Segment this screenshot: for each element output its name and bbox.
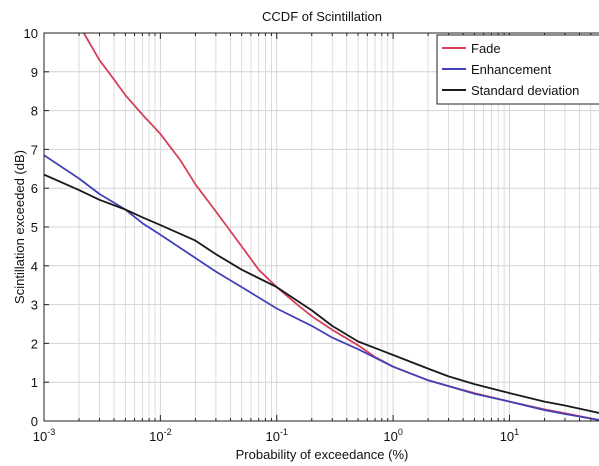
y-tick-label: 2 [31,336,38,351]
x-tick-label: 10-2 [149,427,171,444]
legend: Fade Enhancement Standard deviation [436,34,599,105]
x-tick-label: 100 [383,427,402,444]
y-axis-label: Scintillation exceeded (dB) [12,150,27,304]
legend-label: Standard deviation [471,83,579,98]
x-axis-label: Probability of exceedance (%) [236,447,409,462]
y-tick-label: 3 [31,298,38,313]
chart-title: CCDF of Scintillation [262,9,382,24]
legend-label: Fade [471,41,501,56]
series-line-2 [44,154,599,421]
legend-label: Enhancement [471,62,552,77]
y-tick-label: 4 [31,259,38,274]
y-tick-label: 6 [31,181,38,196]
x-tick-label: 101 [500,427,519,444]
y-tick-label: 5 [31,220,38,235]
series-line-3 [44,173,599,414]
x-tick-label: 10-1 [265,427,287,444]
x-tick-label: 10-3 [33,427,55,444]
x-tick-labels: 10-3 10-2 10-1 100 101 [33,427,519,444]
grid-lines [43,32,599,422]
y-tick-label: 8 [31,104,38,119]
y-tick-label: 10 [24,26,38,41]
y-tick-labels: 0 1 2 3 4 5 6 7 8 9 10 [24,26,38,429]
y-tick-label: 0 [31,414,38,429]
series-layer [44,33,599,421]
y-tick-label: 9 [31,65,38,80]
y-tick-label: 1 [31,375,38,390]
y-tick-label: 7 [31,142,38,157]
